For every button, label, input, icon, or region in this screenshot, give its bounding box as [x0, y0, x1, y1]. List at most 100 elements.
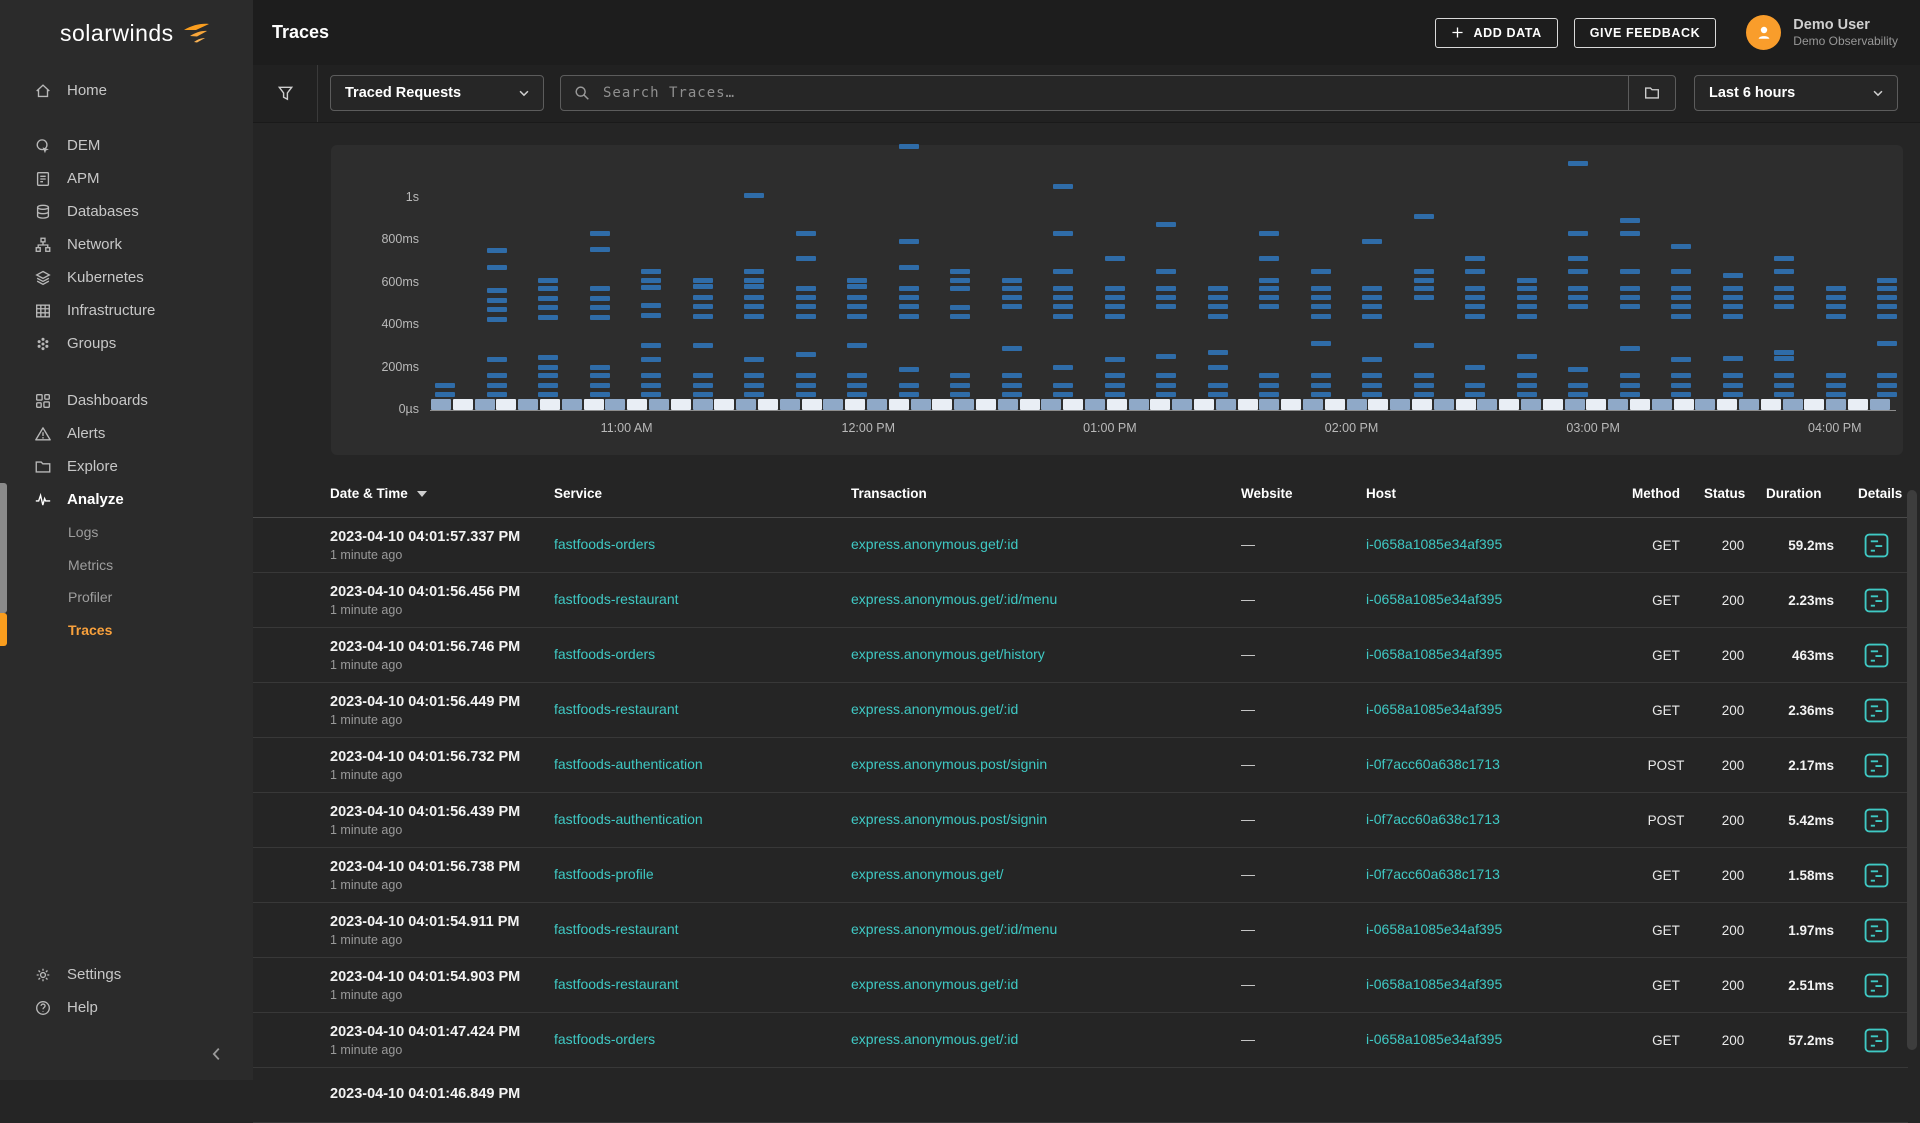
host-link[interactable]: i-0658a1085e34af395 — [1366, 536, 1503, 552]
trace-duration-dash[interactable] — [1619, 345, 1640, 351]
trace-density-segment[interactable] — [1586, 399, 1607, 410]
trace-duration-dash[interactable] — [1671, 313, 1691, 319]
trace-duration-dash[interactable] — [1877, 313, 1897, 319]
trace-details-button[interactable] — [1864, 808, 1889, 833]
trace-duration-dash[interactable] — [1619, 294, 1640, 300]
trace-duration-dash[interactable] — [589, 305, 610, 311]
trace-duration-dash[interactable] — [1671, 269, 1691, 274]
trace-density-segment[interactable] — [1172, 399, 1193, 410]
trace-duration-dash[interactable] — [898, 239, 919, 245]
host-link[interactable]: i-0658a1085e34af395 — [1366, 646, 1503, 662]
trace-duration-dash[interactable] — [1207, 364, 1228, 370]
trace-duration-dash[interactable] — [486, 264, 507, 270]
trace-duration-dash[interactable] — [1774, 256, 1794, 262]
trace-duration-dash[interactable] — [692, 304, 713, 310]
trace-duration-dash[interactable] — [1156, 392, 1176, 398]
trace-duration-dash[interactable] — [486, 307, 507, 313]
trace-density-segment[interactable] — [1194, 399, 1214, 410]
trace-duration-dash[interactable] — [1619, 218, 1640, 223]
trace-duration-dash[interactable] — [1774, 356, 1794, 362]
trace-density-segment[interactable] — [1804, 399, 1825, 410]
sidebar-item-kubernetes[interactable]: Kubernetes — [0, 261, 253, 294]
trace-duration-dash[interactable] — [589, 295, 610, 301]
trace-duration-dash[interactable] — [1516, 313, 1537, 319]
trace-duration-dash[interactable] — [1156, 294, 1176, 300]
trace-duration-dash[interactable] — [692, 392, 713, 398]
trace-duration-dash[interactable] — [1310, 286, 1331, 291]
trace-duration-dash[interactable] — [1104, 286, 1125, 291]
trace-duration-dash[interactable] — [1671, 294, 1691, 300]
trace-density-segment[interactable] — [976, 399, 996, 410]
trace-density-segment[interactable] — [627, 399, 648, 410]
trace-duration-dash[interactable] — [1413, 392, 1434, 398]
trace-duration-dash[interactable] — [1722, 304, 1743, 310]
trace-duration-dash[interactable] — [641, 303, 661, 308]
trace-duration-dash[interactable] — [1001, 294, 1022, 300]
trace-duration-dash[interactable] — [1104, 392, 1125, 398]
trace-duration-dash[interactable] — [1568, 366, 1588, 372]
trace-density-segment[interactable] — [867, 399, 887, 410]
trace-duration-dash[interactable] — [950, 269, 970, 274]
trace-density-segment[interactable] — [1608, 399, 1629, 410]
trace-duration-dash[interactable] — [1516, 304, 1537, 310]
trace-duration-dash[interactable] — [1156, 286, 1176, 291]
transaction-link[interactable]: express.anonymous.get/:id — [851, 1031, 1019, 1047]
trace-density-segment[interactable] — [932, 399, 953, 410]
trace-duration-dash[interactable] — [692, 313, 713, 319]
trace-duration-dash[interactable] — [1259, 230, 1279, 236]
trace-density-segment[interactable] — [1303, 399, 1323, 410]
trace-duration-dash[interactable] — [1722, 286, 1743, 291]
trace-density-segment[interactable] — [714, 399, 735, 410]
service-link[interactable]: fastfoods-orders — [554, 536, 656, 552]
trace-duration-dash[interactable] — [486, 392, 507, 398]
trace-duration-dash[interactable] — [1516, 286, 1537, 291]
trace-duration-dash[interactable] — [486, 316, 507, 322]
service-link[interactable]: fastfoods-orders — [554, 1031, 656, 1047]
trace-duration-dash[interactable] — [1516, 277, 1537, 283]
trace-duration-dash[interactable] — [1774, 286, 1794, 291]
trace-density-segment[interactable] — [1542, 399, 1563, 410]
trace-duration-dash[interactable] — [1413, 213, 1434, 219]
trace-duration-dash[interactable] — [1207, 294, 1228, 300]
trace-duration-dash[interactable] — [1053, 269, 1073, 274]
trace-duration-dash[interactable] — [795, 313, 816, 319]
trace-density-segment[interactable] — [1433, 399, 1454, 410]
trace-density-segment[interactable] — [1826, 399, 1847, 410]
trace-density-segment[interactable] — [1673, 399, 1694, 410]
trace-duration-dash[interactable] — [1774, 373, 1794, 379]
trace-duration-dash[interactable] — [1568, 256, 1588, 262]
sidebar-item-network[interactable]: Network — [0, 228, 253, 261]
trace-duration-dash[interactable] — [1362, 392, 1382, 398]
give-feedback-button[interactable]: GIVE FEEDBACK — [1573, 17, 1717, 48]
trace-duration-dash[interactable] — [1825, 286, 1846, 291]
trace-duration-dash[interactable] — [1001, 304, 1022, 310]
trace-duration-dash[interactable] — [1104, 373, 1125, 379]
trace-duration-dash[interactable] — [538, 305, 558, 311]
trace-duration-dash[interactable] — [1104, 304, 1125, 310]
search-input[interactable] — [601, 84, 1628, 102]
trace-duration-dash[interactable] — [1671, 286, 1691, 291]
sidebar-item-dem[interactable]: DEM — [0, 129, 253, 162]
trace-duration-dash[interactable] — [1413, 373, 1434, 379]
transaction-link[interactable]: express.anonymous.get/ — [851, 866, 1004, 882]
sidebar-item-profiler[interactable]: Profiler — [68, 589, 113, 606]
service-link[interactable]: fastfoods-restaurant — [554, 591, 679, 607]
trace-duration-dash[interactable] — [847, 283, 867, 289]
trace-duration-dash[interactable] — [795, 294, 816, 300]
trace-density-segment[interactable] — [474, 399, 495, 410]
trace-duration-dash[interactable] — [1001, 382, 1022, 388]
trace-duration-dash[interactable] — [1619, 269, 1640, 274]
trace-duration-dash[interactable] — [1207, 304, 1228, 310]
trace-duration-dash[interactable] — [1156, 373, 1176, 379]
trace-duration-dash[interactable] — [1465, 269, 1485, 274]
trace-duration-dash[interactable] — [1156, 304, 1176, 310]
trace-duration-dash[interactable] — [589, 230, 610, 236]
trace-duration-dash[interactable] — [1568, 392, 1588, 398]
view-selector-dropdown[interactable]: Traced Requests — [330, 75, 544, 111]
trace-duration-dash[interactable] — [1413, 269, 1434, 274]
trace-duration-dash[interactable] — [898, 392, 919, 398]
trace-duration-dash[interactable] — [1362, 294, 1382, 300]
trace-duration-dash[interactable] — [589, 392, 610, 398]
trace-duration-dash[interactable] — [1104, 256, 1125, 262]
trace-duration-dash[interactable] — [1877, 341, 1897, 347]
